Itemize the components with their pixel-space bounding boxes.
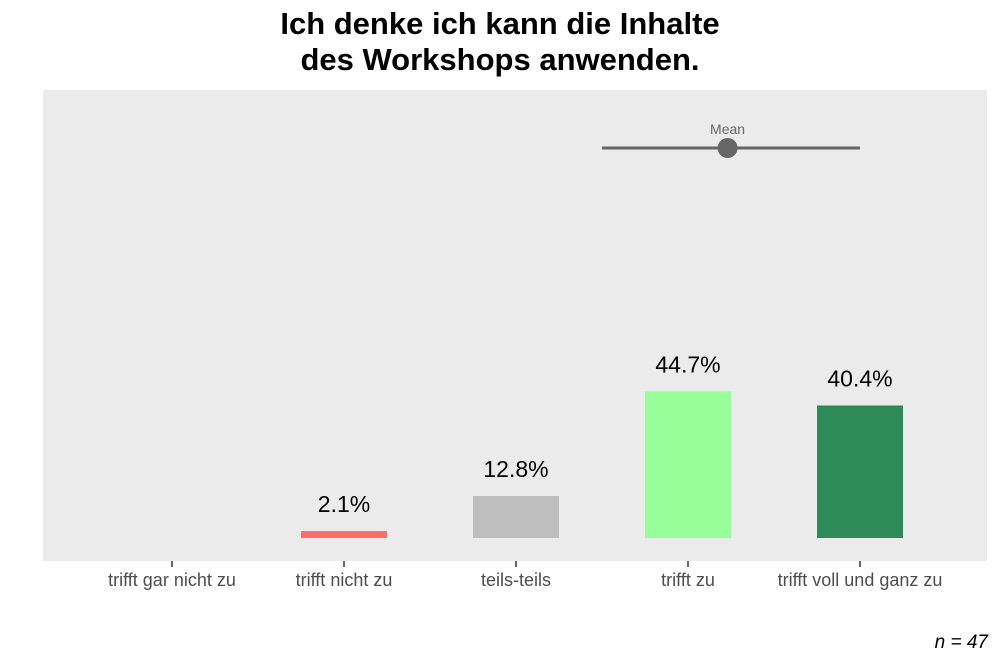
bar-value-label: 12.8%	[483, 456, 548, 482]
chart-title: Ich denke ich kann die Inhalte des Works…	[0, 6, 1000, 78]
x-tick-label: trifft zu	[661, 570, 715, 590]
bar	[301, 531, 387, 538]
sample-size-caption: n = 47	[934, 632, 988, 653]
x-tick-label: trifft voll und ganz zu	[778, 570, 943, 590]
bar-value-label: 44.7%	[655, 351, 720, 377]
bar	[645, 391, 731, 538]
mean-indicator: Mean	[602, 121, 860, 158]
chart-title-line-1: Ich denke ich kann die Inhalte	[280, 6, 720, 41]
bars-group	[301, 391, 903, 538]
x-tick-label: teils-teils	[481, 570, 551, 590]
mean-point	[717, 138, 738, 158]
bar-value-label: 2.1%	[318, 491, 370, 517]
bar	[473, 496, 559, 538]
mean-label: Mean	[710, 121, 745, 137]
chart-title-line-2: des Workshops anwenden.	[300, 42, 700, 77]
x-tick-label: trifft nicht zu	[296, 570, 393, 590]
x-axis: trifft gar nicht zu trifft nicht zu teils-…	[108, 561, 942, 590]
bar-value-label: 40.4%	[827, 365, 892, 391]
x-tick-label: trifft gar nicht zu	[108, 570, 236, 590]
bar	[817, 405, 903, 538]
data-labels-group: 2.1% 12.8% 44.7% 40.4%	[318, 351, 893, 517]
